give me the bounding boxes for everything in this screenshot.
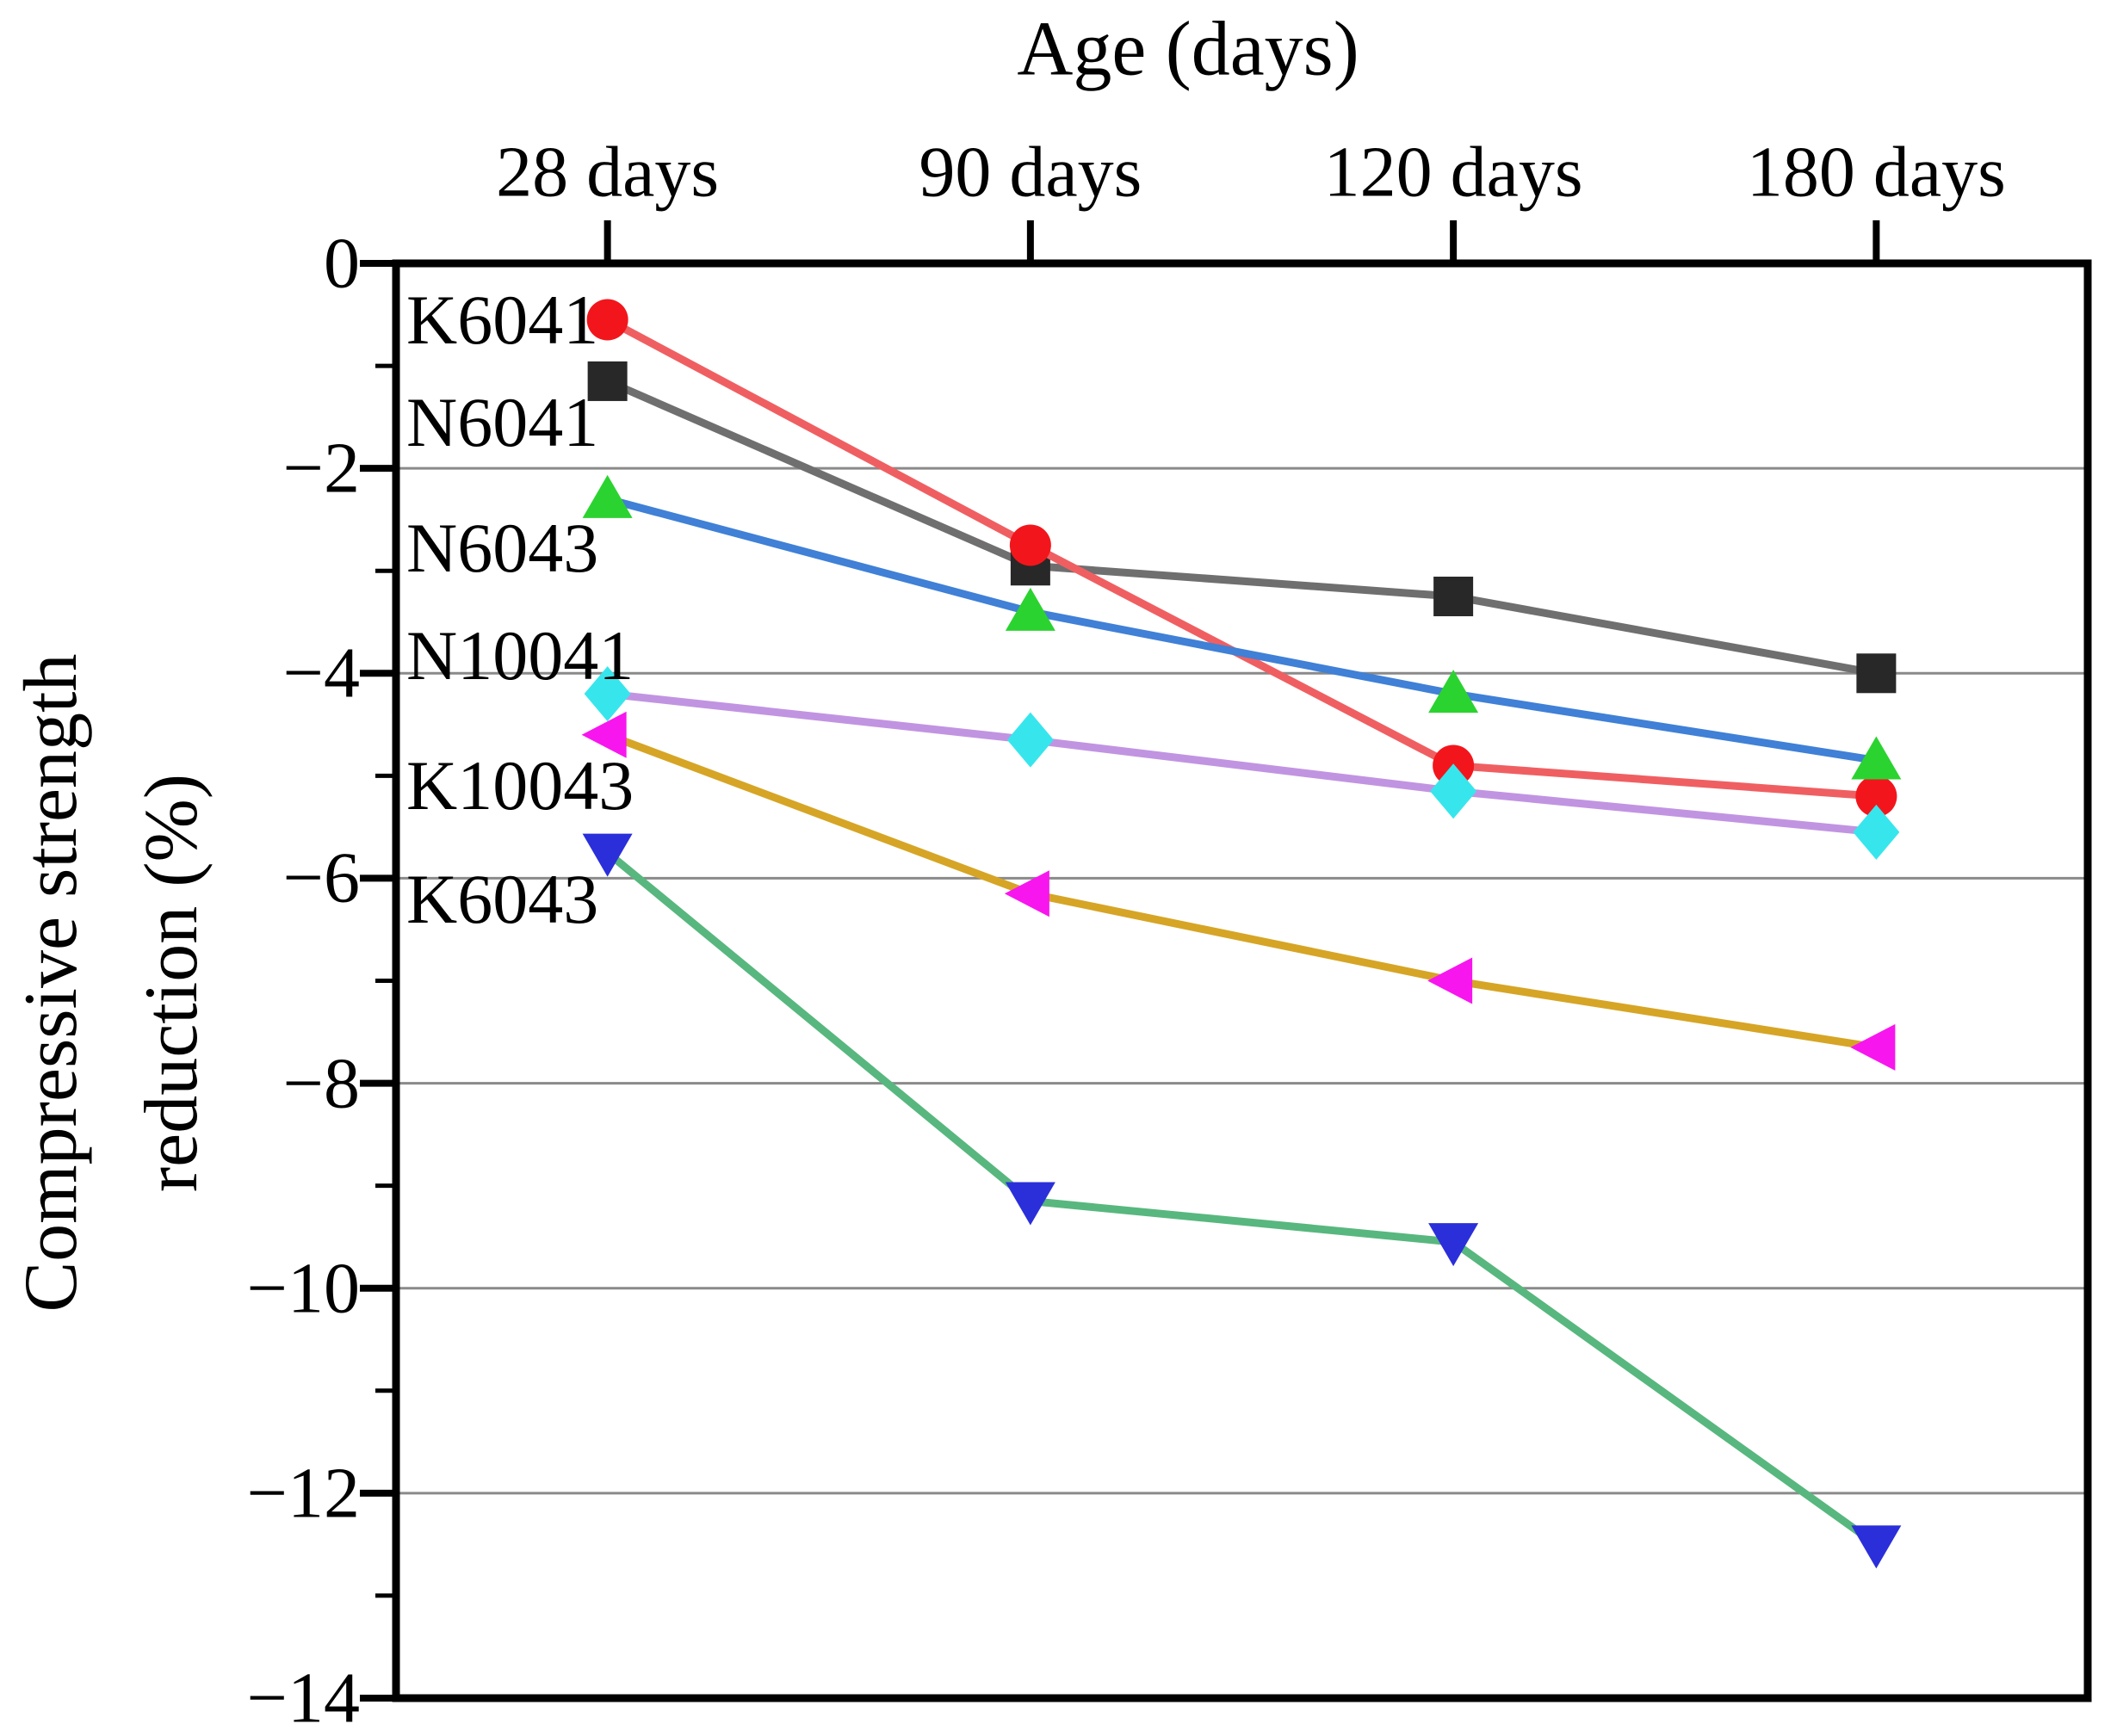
x-tick-label: 180 days xyxy=(1746,132,2006,213)
series-line-N10041 xyxy=(607,689,1877,837)
y-tick-label: −10 xyxy=(246,1248,360,1329)
series-label-K6041: K6041 xyxy=(406,281,599,359)
marker-triangle-up xyxy=(582,474,633,518)
marker-triangle-down xyxy=(1005,1182,1055,1226)
series-line-N6041 xyxy=(605,377,1878,677)
marker-triangle-left xyxy=(1850,1023,1896,1071)
marker-diamond xyxy=(1853,804,1900,860)
marker-triangle-left xyxy=(581,711,627,758)
marker-triangle-down xyxy=(1428,1223,1479,1267)
y-axis-title-line-2: reduction (%) xyxy=(130,773,214,1193)
series-label-N6041: N6041 xyxy=(406,383,599,461)
series-line-K6041 xyxy=(605,316,1877,800)
y-axis-title-line-1: Compressive strength xyxy=(9,653,93,1313)
marker-square xyxy=(1433,576,1474,616)
y-tick-label: −6 xyxy=(282,837,360,918)
x-tick-label: 28 days xyxy=(496,132,720,213)
y-axis-title: Compressive strength reduction (%) xyxy=(0,653,232,1312)
marker-circle xyxy=(1855,775,1897,818)
marker-triangle-down xyxy=(1851,1525,1902,1569)
y-tick-label: −8 xyxy=(282,1043,360,1124)
series-label-K6043: K6043 xyxy=(406,860,599,938)
y-tick-label: −2 xyxy=(282,428,360,509)
series-label-K10043: K10043 xyxy=(406,746,634,825)
series-label-N6043: N6043 xyxy=(406,509,599,587)
marker-triangle-up xyxy=(1428,670,1479,714)
y-tick-label: −14 xyxy=(246,1658,360,1736)
series-line-N6043 xyxy=(606,495,1878,764)
y-tick-label: −12 xyxy=(246,1453,360,1534)
series-line-K6043 xyxy=(604,849,1879,1548)
marker-diamond xyxy=(1006,712,1054,768)
y-tick-label: −4 xyxy=(282,633,360,714)
marker-triangle-left xyxy=(1004,870,1049,917)
marker-triangle-down xyxy=(582,833,633,877)
marker-triangle-up xyxy=(1851,736,1902,780)
series-label-N10041: N10041 xyxy=(406,616,634,695)
marker-diamond xyxy=(1430,763,1477,819)
marker-circle xyxy=(586,299,628,341)
marker-diamond xyxy=(584,666,631,722)
x-tick-label: 120 days xyxy=(1323,132,1583,213)
marker-square xyxy=(1856,653,1897,694)
marker-square xyxy=(587,361,628,401)
axis-box xyxy=(392,259,2092,1702)
x-axis-title: Age (days) xyxy=(1017,6,1359,92)
marker-triangle-up xyxy=(1005,587,1055,631)
marker-circle xyxy=(1009,524,1051,566)
y-tick-label: 0 xyxy=(324,223,360,304)
marker-triangle-left xyxy=(1427,957,1473,1004)
series-line-K10043 xyxy=(606,731,1878,1052)
x-tick-label: 90 days xyxy=(919,132,1142,213)
